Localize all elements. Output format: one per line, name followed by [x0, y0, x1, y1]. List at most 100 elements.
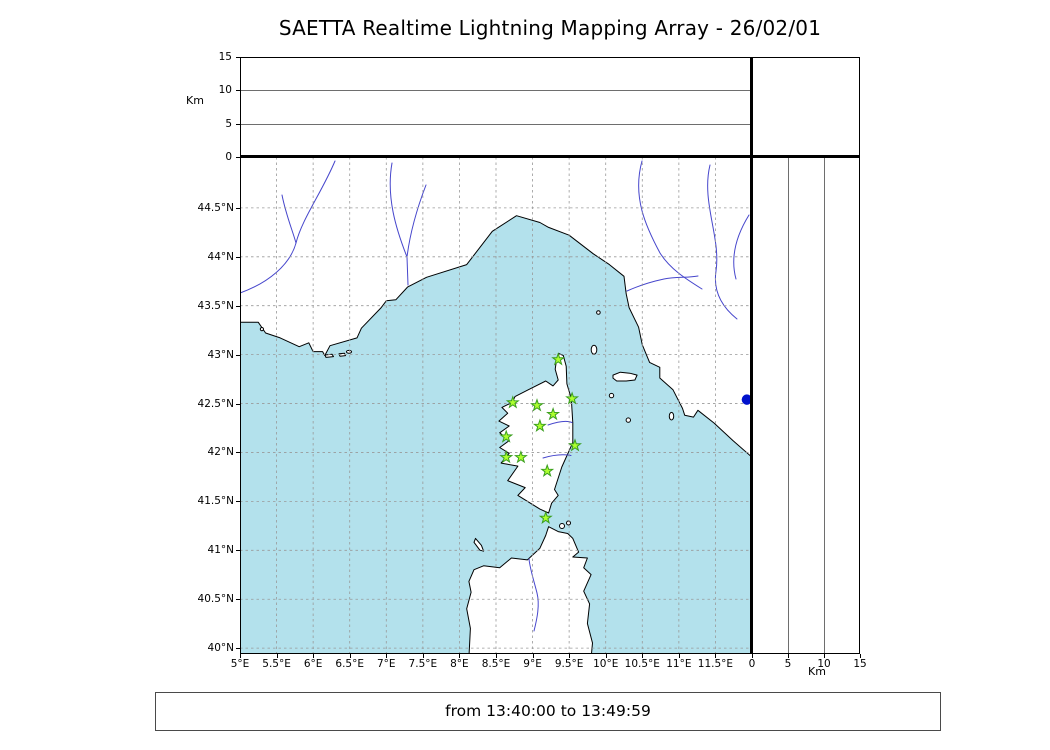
axis-tick — [236, 207, 240, 209]
altitude-longitude-panel — [240, 57, 752, 157]
altitude-tick-label: 15 — [218, 51, 232, 63]
lat-tick-label: 44°N — [207, 250, 234, 263]
axis-tick — [422, 654, 424, 658]
axis-tick — [788, 654, 789, 658]
altitude-latitude-panel — [752, 157, 860, 654]
lat-tick-label: 40.5°N — [197, 593, 234, 606]
lat-tick-label: 41°N — [207, 544, 234, 557]
lma-station-marker — [505, 395, 520, 409]
lon-tick-label: 7.5°E — [408, 658, 438, 670]
lon-tick-label: 6°E — [303, 658, 323, 670]
sardinia — [466, 526, 593, 654]
corner-panel — [752, 57, 860, 157]
river-tributary — [281, 194, 297, 244]
axis-tick — [236, 90, 240, 92]
lma-station-marker — [513, 450, 528, 464]
lon-tick-label: 7°E — [376, 658, 396, 670]
axis-tick — [349, 654, 351, 658]
river-po-tributary — [638, 160, 703, 290]
island-capraia — [590, 344, 598, 355]
axis-tick — [236, 403, 240, 405]
island-montecristo — [625, 417, 631, 423]
axis-tick — [236, 123, 240, 125]
lon-tick-label: 5°E — [230, 658, 250, 670]
axis-tick — [236, 305, 240, 307]
km-tick-label: 0 — [748, 658, 756, 670]
lma-station-marker — [499, 429, 514, 443]
lat-tick-label: 42.5°N — [197, 397, 234, 410]
altitude-axis-unit-left: Km — [186, 94, 204, 107]
island-levant — [345, 349, 353, 354]
altitude-gridline — [240, 90, 752, 92]
lon-tick-label: 5.5°E — [262, 658, 291, 670]
lat-tick-label: 41.5°N — [197, 495, 234, 508]
lat-tick-label: 40°N — [207, 642, 234, 655]
axis-tick — [386, 654, 388, 658]
axis-tick — [236, 648, 240, 650]
axis-tick — [236, 550, 240, 552]
river-golo — [547, 420, 573, 426]
altitude-tick-label: 0 — [225, 151, 232, 163]
river-tiber-upper — [707, 164, 738, 320]
lat-tick-label: 42°N — [207, 446, 234, 459]
axis-tick — [313, 654, 315, 658]
axis-tick — [496, 654, 497, 658]
axis-tick — [678, 654, 680, 658]
axis-tick — [240, 654, 241, 658]
axis-tick — [752, 654, 753, 658]
vertical-separator — [750, 57, 753, 654]
axis-tick — [605, 654, 607, 658]
river-arno — [626, 275, 699, 292]
axis-tick — [236, 256, 240, 258]
axis-tick — [642, 654, 644, 658]
lma-stations — [499, 352, 582, 524]
island-pianosa — [608, 392, 615, 399]
axis-tick — [569, 654, 571, 658]
map-svg — [240, 157, 752, 654]
axis-tick — [532, 654, 534, 658]
altitude-gridline — [240, 123, 752, 125]
axis-tick — [236, 157, 240, 158]
axis-tick — [236, 57, 240, 58]
lon-tick-label: 8.5°E — [481, 658, 511, 670]
island-frioul — [259, 327, 264, 332]
island-caprera — [566, 520, 571, 526]
lma-station-marker — [551, 352, 566, 366]
lon-tick-label: 11.5°E — [697, 658, 734, 670]
island-asinara — [473, 537, 485, 552]
lma-station-marker — [529, 398, 544, 412]
axis-tick — [715, 654, 717, 658]
axis-tick — [459, 654, 461, 658]
axis-tick — [860, 654, 861, 658]
lma-station-marker — [546, 406, 561, 421]
island-gorgona — [596, 310, 601, 315]
lightning-events — [741, 394, 752, 405]
river-var — [389, 162, 409, 286]
axis-tick — [824, 654, 825, 658]
lma-station-marker — [540, 463, 555, 477]
altitude-gridline — [824, 157, 825, 654]
lma-station-marker — [532, 418, 547, 432]
landmasses — [240, 157, 752, 654]
lon-tick-label: 10.5°E — [624, 658, 660, 670]
axis-tick — [236, 354, 240, 356]
lat-tick-label: 43.5°N — [197, 299, 234, 312]
lat-tick-label: 43°N — [207, 348, 234, 361]
island-port-cros — [338, 352, 346, 357]
map-panel — [240, 157, 752, 654]
island-maddalena — [559, 523, 565, 529]
page-title: SAETTA Realtime Lightning Mapping Array … — [278, 16, 822, 40]
lma-station-marker — [568, 438, 582, 452]
lma-station-marker — [538, 510, 553, 524]
axis-tick — [276, 654, 278, 658]
altitude-tick-label: 10 — [218, 84, 232, 97]
status-bar: from 13:40:00 to 13:49:59 — [155, 692, 941, 731]
corsica — [498, 353, 574, 514]
lon-tick-label: 9°E — [523, 658, 542, 670]
lon-tick-label: 9.5°E — [554, 658, 584, 670]
altitude-tick-label: 5 — [225, 117, 232, 130]
altitude-axis-unit-bottom: Km — [808, 665, 826, 678]
river-coghinas — [528, 558, 539, 632]
lon-tick-label: 6.5°E — [335, 658, 364, 670]
